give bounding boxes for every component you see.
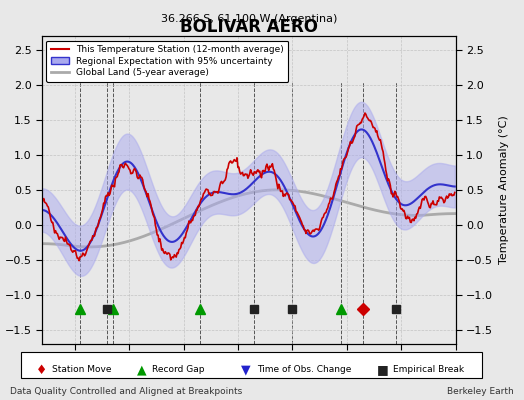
Text: ▲: ▲: [137, 364, 146, 376]
Y-axis label: Temperature Anomaly (°C): Temperature Anomaly (°C): [499, 116, 509, 264]
Text: Berkeley Earth: Berkeley Earth: [447, 387, 514, 396]
Text: 36.266 S, 61.100 W (Argentina): 36.266 S, 61.100 W (Argentina): [161, 14, 337, 24]
Text: ♦: ♦: [36, 364, 48, 376]
Text: Record Gap: Record Gap: [152, 366, 204, 374]
Text: Empirical Break: Empirical Break: [393, 366, 464, 374]
Text: Time of Obs. Change: Time of Obs. Change: [257, 366, 351, 374]
Text: ■: ■: [377, 364, 388, 376]
Text: Station Move: Station Move: [52, 366, 112, 374]
Legend: This Temperature Station (12-month average), Regional Expectation with 95% uncer: This Temperature Station (12-month avera…: [47, 40, 289, 82]
Text: ▼: ▼: [242, 364, 251, 376]
Text: Data Quality Controlled and Aligned at Breakpoints: Data Quality Controlled and Aligned at B…: [10, 387, 243, 396]
Title: BOLIVAR AERO: BOLIVAR AERO: [180, 18, 318, 36]
